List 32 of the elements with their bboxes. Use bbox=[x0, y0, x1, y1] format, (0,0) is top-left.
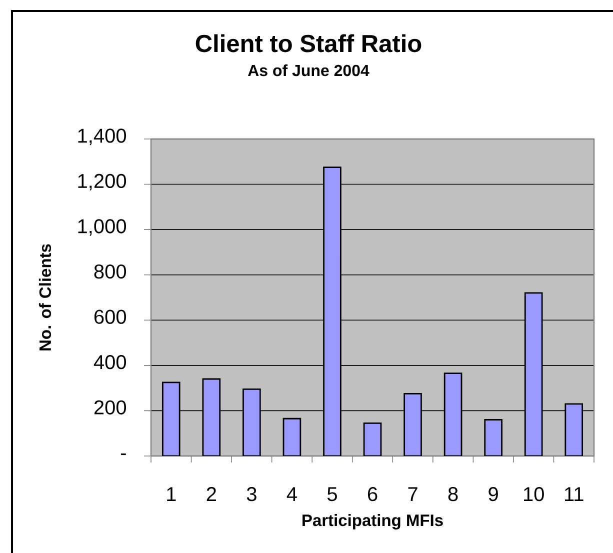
x-tick-label: 1 bbox=[167, 487, 176, 501]
x-tick-label: 6 bbox=[368, 487, 378, 502]
y-tick-label: 1,200 bbox=[78, 174, 126, 190]
bar bbox=[202, 378, 221, 456]
y-tick-label: 200 bbox=[94, 400, 126, 414]
chart-title: Client to Staff Ratio bbox=[196, 34, 422, 52]
y-tick-label: 1,000 bbox=[78, 219, 126, 236]
bar bbox=[242, 388, 261, 456]
y-tick-label: 400 bbox=[94, 355, 126, 370]
x-tick-label: 9 bbox=[488, 487, 498, 502]
x-tick-label: 10 bbox=[524, 487, 544, 502]
bar bbox=[444, 372, 462, 456]
x-tick-label: 5 bbox=[327, 487, 337, 502]
y-axis-title: No. of Clients bbox=[38, 244, 52, 350]
y-tick-label: 800 bbox=[94, 264, 126, 279]
y-tick-label: 600 bbox=[94, 310, 126, 324]
x-tick-label: 8 bbox=[448, 487, 458, 502]
x-tick-label: 3 bbox=[246, 487, 256, 502]
x-tick-label: 7 bbox=[408, 487, 418, 501]
x-tick-label: 11 bbox=[565, 487, 584, 501]
x-tick-label: 4 bbox=[286, 487, 297, 501]
y-tick-label: 1,400 bbox=[78, 128, 126, 146]
x-tick-label: 2 bbox=[206, 487, 216, 501]
x-axis-title: Participating MFIs bbox=[302, 514, 443, 530]
y-tick-label: - bbox=[121, 453, 126, 456]
bar bbox=[524, 292, 543, 456]
bar bbox=[564, 403, 584, 456]
bar bbox=[363, 422, 382, 456]
bar bbox=[162, 382, 180, 456]
bar bbox=[323, 166, 342, 456]
bar bbox=[404, 393, 422, 456]
chart-subtitle: As of June 2004 bbox=[248, 64, 370, 76]
